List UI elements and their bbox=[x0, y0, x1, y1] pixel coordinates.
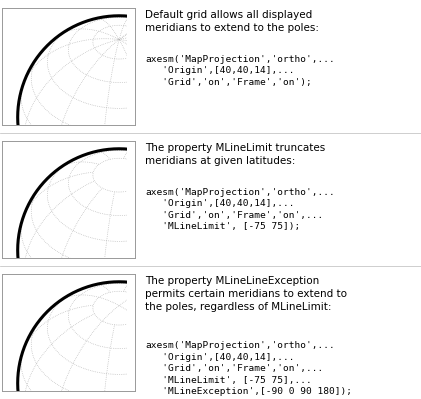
Text: Default grid allows all displayed
meridians to extend to the poles:: Default grid allows all displayed meridi… bbox=[145, 10, 319, 33]
Text: The property MLineLimit truncates
meridians at given latitudes:: The property MLineLimit truncates meridi… bbox=[145, 143, 325, 166]
Text: The property MLineLineException
permits certain meridians to extend to
the poles: The property MLineLineException permits … bbox=[145, 276, 347, 312]
Text: axesm('MapProjection','ortho',...
   'Origin',[40,40,14],...
   'Grid','on','Fra: axesm('MapProjection','ortho',... 'Origi… bbox=[145, 55, 335, 87]
Polygon shape bbox=[18, 282, 221, 399]
Polygon shape bbox=[18, 149, 221, 352]
Text: axesm('MapProjection','ortho',...
   'Origin',[40,40,14],...
   'Grid','on','Fra: axesm('MapProjection','ortho',... 'Origi… bbox=[145, 342, 352, 396]
Text: axesm('MapProjection','ortho',...
   'Origin',[40,40,14],...
   'Grid','on','Fra: axesm('MapProjection','ortho',... 'Origi… bbox=[145, 188, 335, 231]
Polygon shape bbox=[18, 16, 221, 219]
